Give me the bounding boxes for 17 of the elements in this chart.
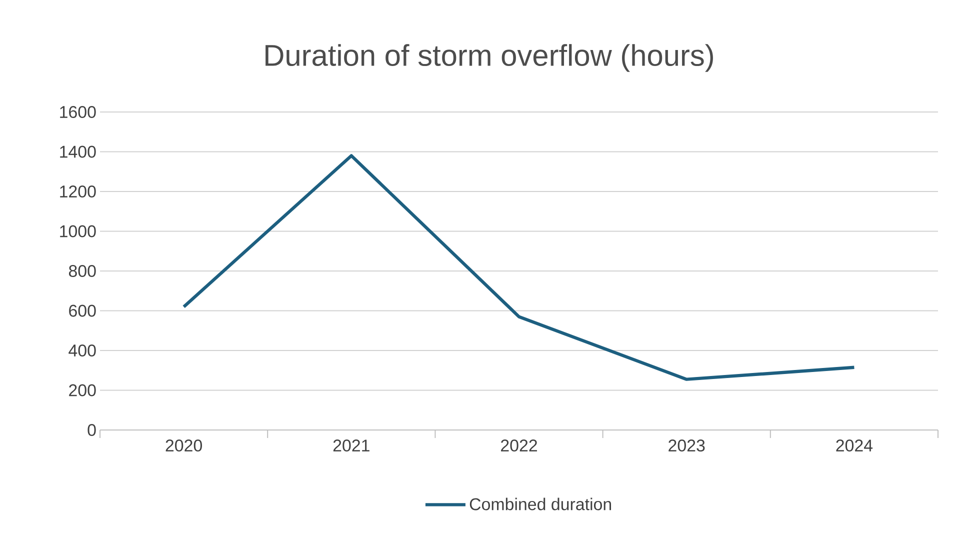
x-tick-label: 2020 [166,440,202,452]
y-tick-label: 600 [69,304,96,317]
y-tick-label: 1200 [60,186,96,198]
line-series [182,154,856,381]
y-tick-label: 1400 [60,146,96,158]
chart-title: Duration of storm overflow (hours) [266,44,713,72]
y-tick-label: 200 [69,384,96,396]
y-tick-label: 1600 [60,106,96,118]
legend-label: Combined duration [470,498,612,510]
y-tick-label: 0 [88,424,96,436]
y-tick-label: 400 [68,344,96,357]
y-tick-label: 1000 [60,225,96,238]
x-tick-label: 2021 [333,440,370,452]
x-tick-label: 2024 [836,440,873,452]
x-tick-label: 2022 [501,440,537,452]
x-tick-label: 2023 [668,440,705,452]
y-tick-label: 800 [68,265,96,278]
